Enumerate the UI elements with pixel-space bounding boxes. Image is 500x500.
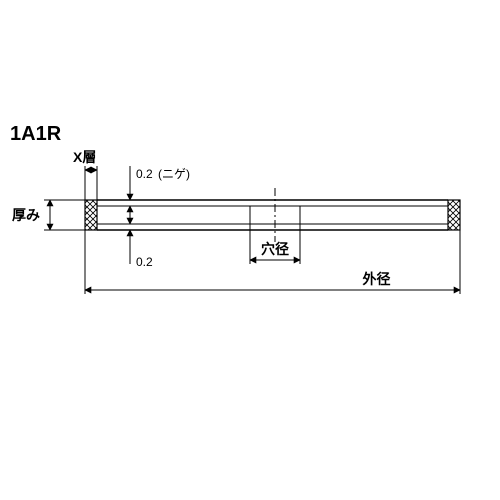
tech-drawing: 1A1R 厚み X層 0.2 (ニゲ) 0.2 穴径外径 [0,0,500,500]
label-top-offset: 0.2 [136,167,153,181]
label-bore: 穴径 [261,241,289,257]
label-x-layer: X層 [73,149,96,165]
label-top-note: (ニゲ) [158,167,190,181]
label-od: 外径 [363,271,391,287]
label-thickness: 厚み [12,207,40,223]
label-bottom-offset: 0.2 [136,255,153,269]
end-cap-left [85,200,97,230]
end-cap-right [448,200,460,230]
part-code: 1A1R [10,123,62,145]
